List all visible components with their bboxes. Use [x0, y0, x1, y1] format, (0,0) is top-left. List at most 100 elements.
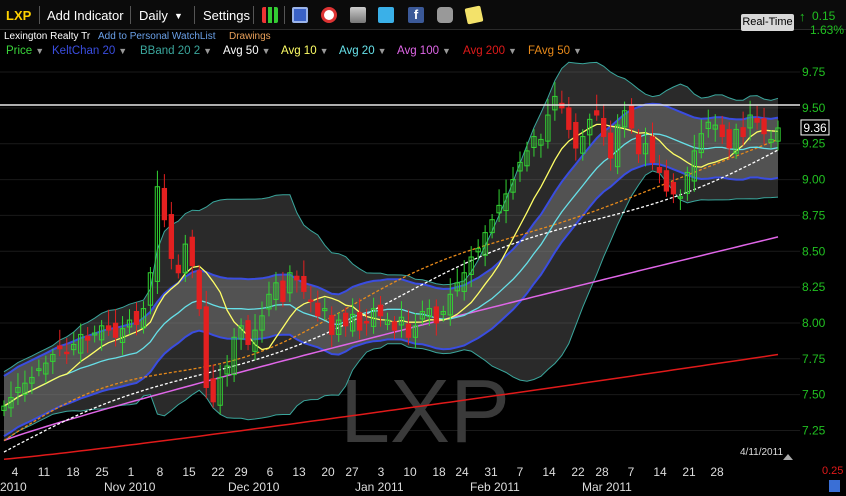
drawings-link[interactable]: Drawings	[229, 31, 271, 42]
chevron-down-icon[interactable]: ▼	[261, 46, 271, 56]
last-price-marker: 9.36	[800, 119, 830, 136]
last-date-label: 4/11/2011	[740, 447, 783, 458]
indicator-avg-10[interactable]: Avg 10 ▼	[281, 45, 329, 57]
candle	[440, 305, 446, 322]
month-label: Jan 2011	[355, 480, 404, 494]
candle-body	[587, 118, 593, 136]
candle-body	[217, 376, 223, 406]
candle	[656, 154, 663, 184]
candle-body	[280, 280, 286, 302]
camera-icon[interactable]	[437, 7, 453, 23]
print-icon[interactable]	[350, 7, 366, 23]
candle-body	[719, 124, 725, 138]
chevron-down-icon[interactable]: ▼	[442, 46, 451, 56]
keltner-upper-line	[3, 102, 779, 377]
chevron-down-icon[interactable]: ▼	[35, 46, 45, 56]
facebook-icon[interactable]: f	[408, 7, 424, 23]
separator	[194, 6, 195, 24]
candle	[349, 298, 356, 337]
add-watchlist-link[interactable]: Add to Personal WatchList	[98, 31, 216, 42]
candle-body	[315, 302, 321, 317]
indicator-avg-20[interactable]: Avg 20 ▼	[339, 45, 387, 57]
candle	[1, 400, 7, 417]
candle-body	[531, 136, 537, 148]
candle	[426, 299, 433, 326]
candle	[461, 260, 467, 301]
chevron-down-icon[interactable]: ▼	[508, 46, 517, 56]
candle	[224, 355, 230, 387]
candle	[363, 308, 370, 336]
candle-body	[391, 321, 398, 331]
candle-body	[168, 214, 175, 259]
candle	[649, 122, 656, 170]
chevron-down-icon[interactable]: ▼	[174, 11, 183, 21]
candle	[691, 134, 697, 192]
candle	[217, 364, 223, 415]
scroll-up-icon[interactable]	[783, 454, 793, 460]
indicator-avg-200[interactable]: Avg 200 ▼	[463, 45, 517, 57]
last-price-box	[800, 119, 830, 136]
candle	[182, 234, 188, 282]
candle	[705, 109, 711, 138]
candle	[677, 189, 684, 210]
indicator-price[interactable]: Price ▼	[6, 45, 44, 57]
candle-body	[447, 293, 453, 316]
indicator-avg-50[interactable]: Avg 50 ▼	[223, 45, 271, 57]
candle	[775, 120, 781, 151]
company-name: Lexington Realty Tr	[4, 31, 91, 42]
candlesticks	[1, 82, 781, 418]
x-tick-label: 21	[682, 465, 696, 479]
month-label: 2010	[0, 480, 27, 494]
up-arrow-icon: ↑	[799, 9, 806, 24]
settings-button[interactable]: Settings	[203, 8, 250, 23]
candle-body	[677, 196, 684, 199]
last-price-label: 9.36	[803, 121, 827, 135]
real-time-button[interactable]: Real-Time	[741, 14, 794, 31]
indicator-bband-20-2[interactable]: BBand 20 2 ▼	[140, 45, 212, 57]
chevron-down-icon[interactable]: ▼	[203, 46, 213, 56]
candle	[189, 229, 195, 279]
candle-body	[98, 325, 105, 341]
indicator-favg-50[interactable]: FAvg 50 ▼	[528, 45, 582, 57]
candle-body	[57, 345, 63, 350]
candle	[607, 120, 614, 171]
indicator-label: Avg 200	[463, 45, 505, 57]
candle	[356, 298, 363, 340]
candle	[105, 309, 112, 336]
candle	[147, 267, 154, 315]
chevron-down-icon[interactable]: ▼	[573, 46, 582, 56]
indicator-label: Price	[6, 45, 33, 57]
add-indicator-button[interactable]: Add Indicator	[47, 8, 124, 23]
axis-a-button[interactable]	[829, 480, 840, 492]
candle-body	[601, 117, 607, 138]
candle	[119, 316, 126, 356]
candle	[552, 82, 558, 121]
candle	[210, 364, 216, 408]
alarm-icon[interactable]	[321, 7, 337, 23]
chevron-down-icon[interactable]: ▼	[319, 46, 329, 56]
bar-chart-icon[interactable]	[262, 7, 278, 23]
chevron-down-icon[interactable]: ▼	[118, 46, 128, 56]
note-icon[interactable]	[464, 5, 484, 25]
candle-body	[140, 308, 147, 329]
twitter-icon[interactable]	[378, 7, 394, 23]
symbol-field[interactable]: LXP	[6, 8, 32, 23]
candle	[754, 105, 760, 130]
candle	[238, 318, 244, 350]
period-select[interactable]: Daily	[139, 8, 168, 23]
candle-body	[85, 335, 91, 341]
candle	[329, 306, 335, 348]
candle	[22, 370, 28, 402]
candle	[287, 265, 293, 303]
candle-body	[71, 343, 77, 351]
candle-body	[266, 293, 272, 310]
chevron-down-icon[interactable]: ▼	[377, 46, 387, 56]
candle-body	[252, 329, 258, 352]
save-icon[interactable]	[292, 7, 308, 23]
indicator-keltchan-20[interactable]: KeltChan 20 ▼	[52, 45, 127, 57]
candle-body	[384, 319, 391, 325]
candle	[538, 133, 544, 158]
indicator-avg-100[interactable]: Avg 100 ▼	[397, 45, 451, 57]
